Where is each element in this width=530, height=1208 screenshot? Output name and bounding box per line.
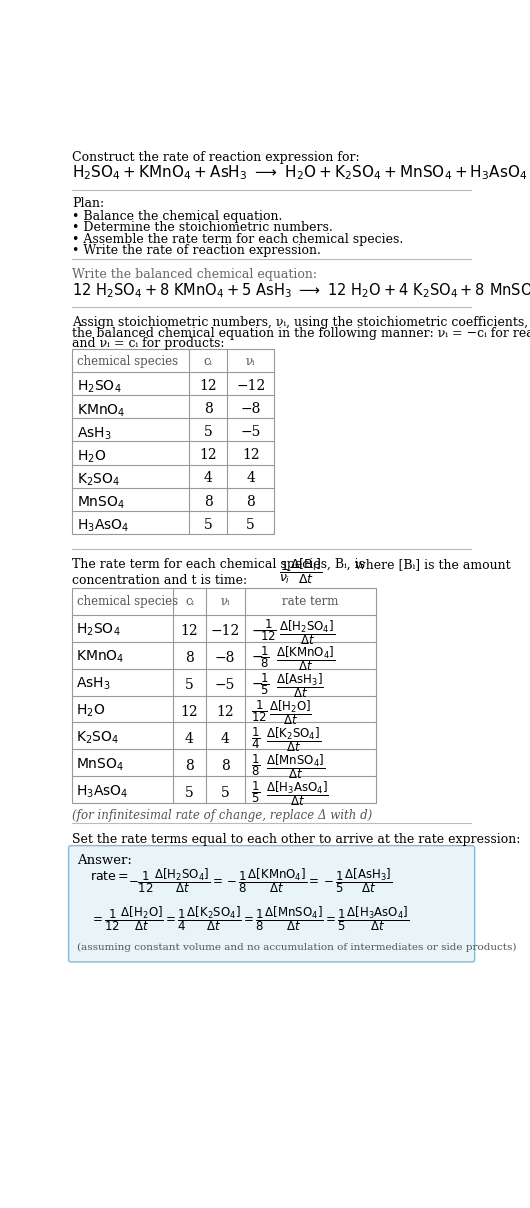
Text: 12: 12 <box>181 704 198 719</box>
Text: $-$: $-$ <box>251 650 263 663</box>
Text: $\dfrac{1}{12}$: $\dfrac{1}{12}$ <box>251 698 268 725</box>
Text: $\dfrac{1}{5}$: $\dfrac{1}{5}$ <box>260 672 269 697</box>
Text: • Write the rate of reaction expression.: • Write the rate of reaction expression. <box>73 244 321 257</box>
Text: $\dfrac{\Delta[\mathrm{K_2SO_4}]}{\Delta t}$: $\dfrac{\Delta[\mathrm{K_2SO_4}]}{\Delta… <box>266 726 321 754</box>
Text: $\mathrm{H_2SO_4}$: $\mathrm{H_2SO_4}$ <box>76 622 121 638</box>
Text: $\dfrac{\Delta[\mathrm{KMnO_4}]}{\Delta t}$: $\dfrac{\Delta[\mathrm{KMnO_4}]}{\Delta … <box>276 645 335 674</box>
Text: Assign stoichiometric numbers, νᵢ, using the stoichiometric coefficients, cᵢ, fr: Assign stoichiometric numbers, νᵢ, using… <box>73 316 530 329</box>
Text: 5: 5 <box>185 678 194 692</box>
Text: Write the balanced chemical equation:: Write the balanced chemical equation: <box>73 268 317 281</box>
Text: 5: 5 <box>246 518 255 532</box>
Text: 5: 5 <box>221 785 229 800</box>
Bar <box>73 349 274 534</box>
Text: $\mathrm{rate} = $: $\mathrm{rate} = $ <box>90 870 129 883</box>
Text: $-$: $-$ <box>251 676 263 690</box>
Text: −5: −5 <box>241 425 261 440</box>
Text: $\dfrac{1}{12}$: $\dfrac{1}{12}$ <box>260 617 277 644</box>
Text: −5: −5 <box>215 678 235 692</box>
Text: $\dfrac{1}{8}$: $\dfrac{1}{8}$ <box>251 753 260 778</box>
Text: the balanced chemical equation in the following manner: νᵢ = −cᵢ for reactants: the balanced chemical equation in the fo… <box>73 326 530 339</box>
Text: 8: 8 <box>204 402 213 416</box>
Text: $\mathrm{AsH_3}$: $\mathrm{AsH_3}$ <box>77 425 112 442</box>
Text: 4: 4 <box>246 471 255 486</box>
Text: $\mathrm{K_2SO_4}$: $\mathrm{K_2SO_4}$ <box>76 730 120 745</box>
Text: $\mathrm{AsH_3}$: $\mathrm{AsH_3}$ <box>76 675 111 692</box>
Text: −8: −8 <box>215 651 235 664</box>
Text: 8: 8 <box>204 494 213 509</box>
Text: 8: 8 <box>185 651 194 664</box>
Text: 5: 5 <box>185 785 194 800</box>
Text: 5: 5 <box>204 425 213 440</box>
Text: $\dfrac{1}{8}$: $\dfrac{1}{8}$ <box>260 645 269 670</box>
Text: $\dfrac{\Delta[\mathrm{H_2O}]}{\Delta t}$: $\dfrac{\Delta[\mathrm{H_2O}]}{\Delta t}… <box>269 698 312 727</box>
Text: $\mathrm{H_2O}$: $\mathrm{H_2O}$ <box>76 702 105 719</box>
Bar <box>73 588 376 803</box>
Text: $\dfrac{\Delta[\mathrm{MnSO_4}]}{\Delta t}$: $\dfrac{\Delta[\mathrm{MnSO_4}]}{\Delta … <box>266 753 325 782</box>
Text: $\mathrm{H_2SO_4 + KMnO_4 + AsH_3 \ \longrightarrow \ H_2O + K_2SO_4 + MnSO_4 + : $\mathrm{H_2SO_4 + KMnO_4 + AsH_3 \ \lon… <box>73 163 528 182</box>
Text: 12: 12 <box>199 448 217 463</box>
Text: $\dfrac{1}{5}$: $\dfrac{1}{5}$ <box>251 779 260 805</box>
Text: 5: 5 <box>204 518 213 532</box>
Text: −8: −8 <box>241 402 261 416</box>
Text: Set the rate terms equal to each other to arrive at the rate expression:: Set the rate terms equal to each other t… <box>73 832 521 846</box>
Text: cᵢ: cᵢ <box>185 594 194 608</box>
Text: chemical species: chemical species <box>77 594 178 608</box>
Text: $\mathrm{H_3AsO_4}$: $\mathrm{H_3AsO_4}$ <box>76 783 129 800</box>
Text: $\mathrm{12\ H_2SO_4 + 8\ KMnO_4 + 5\ AsH_3 \ \longrightarrow \ 12\ H_2O + 4\ K_: $\mathrm{12\ H_2SO_4 + 8\ KMnO_4 + 5\ As… <box>73 281 530 300</box>
Text: 8: 8 <box>246 494 255 509</box>
Text: • Determine the stoichiometric numbers.: • Determine the stoichiometric numbers. <box>73 221 333 234</box>
Text: and νᵢ = cᵢ for products:: and νᵢ = cᵢ for products: <box>73 337 225 350</box>
Text: (for infinitesimal rate of change, replace Δ with d): (for infinitesimal rate of change, repla… <box>73 809 373 823</box>
Text: The rate term for each chemical species, Bᵢ, is: The rate term for each chemical species,… <box>73 558 369 571</box>
Text: $\mathrm{MnSO_4}$: $\mathrm{MnSO_4}$ <box>76 756 125 773</box>
Text: Plan:: Plan: <box>73 197 104 210</box>
Text: 8: 8 <box>221 759 229 773</box>
Text: cᵢ: cᵢ <box>204 355 213 368</box>
Text: $\dfrac{\Delta[\mathrm{AsH_3}]}{\Delta t}$: $\dfrac{\Delta[\mathrm{AsH_3}]}{\Delta t… <box>276 672 323 701</box>
Text: $\mathrm{MnSO_4}$: $\mathrm{MnSO_4}$ <box>77 494 125 511</box>
Text: (assuming constant volume and no accumulation of intermediates or side products): (assuming constant volume and no accumul… <box>77 942 517 952</box>
Text: $\mathrm{KMnO_4}$: $\mathrm{KMnO_4}$ <box>76 649 125 664</box>
Text: $= \dfrac{1}{12}\dfrac{\Delta[\mathrm{H_2O}]}{\Delta t}= \dfrac{1}{4}\dfrac{\Del: $= \dfrac{1}{12}\dfrac{\Delta[\mathrm{H_… <box>90 904 409 933</box>
Text: 4: 4 <box>220 732 229 745</box>
Text: 12: 12 <box>199 379 217 393</box>
Text: $\mathrm{KMnO_4}$: $\mathrm{KMnO_4}$ <box>77 402 126 418</box>
Text: $\dfrac{\Delta[\mathrm{H_3AsO_4}]}{\Delta t}$: $\dfrac{\Delta[\mathrm{H_3AsO_4}]}{\Delt… <box>266 779 329 808</box>
Text: $-\dfrac{1}{12}\dfrac{\Delta[\mathrm{H_2SO_4}]}{\Delta t}= -\dfrac{1}{8}\dfrac{\: $-\dfrac{1}{12}\dfrac{\Delta[\mathrm{H_2… <box>128 866 393 895</box>
Text: Answer:: Answer: <box>77 854 132 867</box>
Text: 12: 12 <box>242 448 260 463</box>
Text: νᵢ: νᵢ <box>220 594 230 608</box>
Text: $-$: $-$ <box>251 622 263 637</box>
Text: 4: 4 <box>185 732 194 745</box>
Text: −12: −12 <box>210 623 240 638</box>
Text: $\dfrac{\Delta[\mathrm{H_2SO_4}]}{\Delta t}$: $\dfrac{\Delta[\mathrm{H_2SO_4}]}{\Delta… <box>279 617 335 646</box>
Text: • Balance the chemical equation.: • Balance the chemical equation. <box>73 210 283 222</box>
Text: $\mathrm{H_2SO_4}$: $\mathrm{H_2SO_4}$ <box>77 379 122 395</box>
Text: concentration and t is time:: concentration and t is time: <box>73 574 248 587</box>
Text: Construct the rate of reaction expression for:: Construct the rate of reaction expressio… <box>73 151 360 164</box>
Text: 8: 8 <box>185 759 194 773</box>
Text: where [Bᵢ] is the amount: where [Bᵢ] is the amount <box>351 558 510 571</box>
Text: $\dfrac{1}{\nu_i}\dfrac{\Delta[\mathrm{B_i}]}{\Delta t}$: $\dfrac{1}{\nu_i}\dfrac{\Delta[\mathrm{B… <box>279 557 322 586</box>
Text: 12: 12 <box>181 623 198 638</box>
Text: rate term: rate term <box>282 594 339 608</box>
Text: $\mathrm{H_2O}$: $\mathrm{H_2O}$ <box>77 448 107 465</box>
Text: 4: 4 <box>204 471 213 486</box>
Text: $\dfrac{1}{4}$: $\dfrac{1}{4}$ <box>251 726 260 751</box>
Text: 12: 12 <box>216 704 234 719</box>
Text: • Assemble the rate term for each chemical species.: • Assemble the rate term for each chemic… <box>73 233 404 245</box>
Text: $\mathrm{K_2SO_4}$: $\mathrm{K_2SO_4}$ <box>77 471 120 488</box>
Text: −12: −12 <box>236 379 266 393</box>
FancyBboxPatch shape <box>68 846 475 962</box>
Text: chemical species: chemical species <box>77 355 178 368</box>
Text: $\mathrm{H_3AsO_4}$: $\mathrm{H_3AsO_4}$ <box>77 518 130 534</box>
Text: νᵢ: νᵢ <box>246 355 255 368</box>
